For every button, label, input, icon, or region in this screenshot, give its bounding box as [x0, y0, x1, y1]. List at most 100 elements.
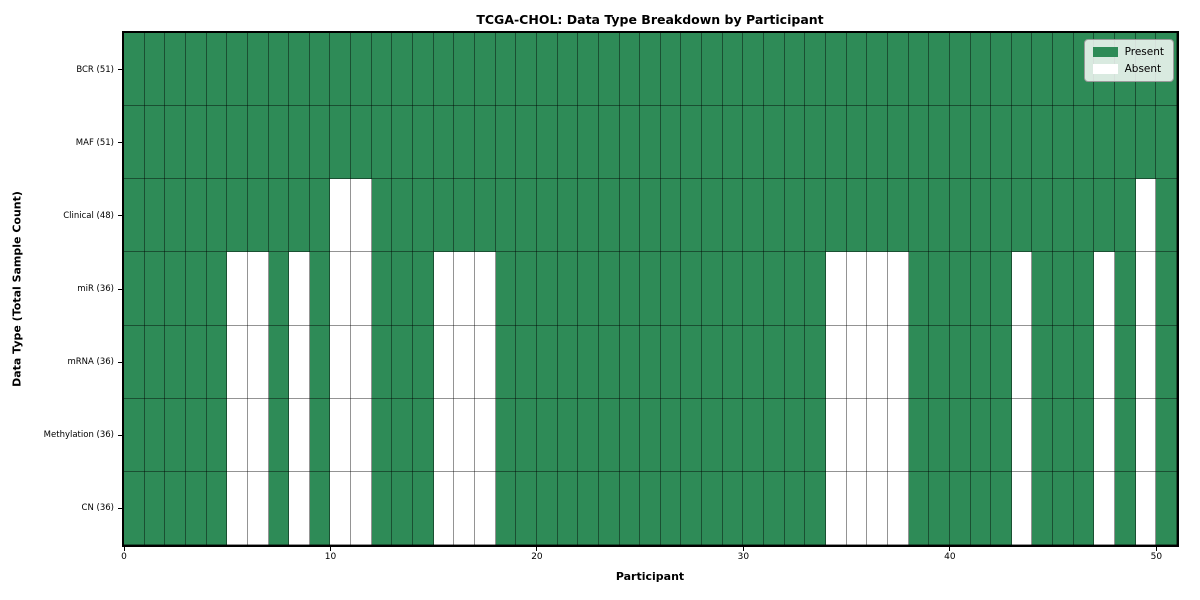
- heatmap-cell: [1094, 398, 1116, 472]
- heatmap-cell: [454, 33, 475, 107]
- heatmap-cell: [702, 179, 723, 253]
- heatmap-cell: [330, 471, 352, 545]
- heatmap-cell: [867, 179, 888, 253]
- heatmap-cell: [247, 106, 269, 180]
- heatmap-cell: [1135, 325, 1157, 399]
- heatmap-cell: [227, 325, 248, 399]
- heatmap-cell: [991, 33, 1012, 107]
- heatmap-cell: [289, 252, 310, 326]
- heatmap-cell: [124, 106, 145, 180]
- heatmap-cell: [805, 106, 826, 180]
- heatmap-cell: [1032, 398, 1054, 472]
- heatmap-cell: [640, 33, 661, 107]
- heatmap-cell: [887, 471, 909, 545]
- heatmap-cell: [309, 33, 331, 107]
- legend-label-present: Present: [1124, 46, 1164, 58]
- heatmap-cell: [743, 325, 765, 399]
- heatmap-cell: [743, 471, 765, 545]
- heatmap-cell: [268, 471, 290, 545]
- heatmap-cell: [846, 106, 868, 180]
- heatmap-cell: [970, 33, 992, 107]
- heatmap-cell: [330, 179, 352, 253]
- heatmap-cell: [474, 106, 496, 180]
- x-tick-label: 0: [121, 552, 127, 562]
- heatmap-cell: [165, 33, 186, 107]
- heatmap-cell: [805, 471, 826, 545]
- heatmap-cell: [516, 179, 537, 253]
- heatmap-cell: [846, 179, 868, 253]
- heatmap-cell: [681, 325, 703, 399]
- heatmap-cell: [185, 33, 207, 107]
- heatmap-cell: [392, 398, 414, 472]
- heatmap-cell: [516, 252, 537, 326]
- heatmap-cell: [227, 398, 248, 472]
- heatmap-cell: [247, 325, 269, 399]
- heatmap-cell: [578, 33, 599, 107]
- x-tick-mark: [949, 547, 951, 551]
- heatmap-cell: [846, 33, 868, 107]
- heatmap-cell: [413, 106, 434, 180]
- heatmap-cell: [268, 106, 290, 180]
- heatmap-cell: [1053, 325, 1074, 399]
- heatmap-cell: [392, 325, 414, 399]
- heatmap-cell: [805, 179, 826, 253]
- heatmap-cell: [330, 325, 352, 399]
- heatmap-cell: [474, 398, 496, 472]
- x-tick-label: 40: [944, 552, 956, 562]
- heatmap-cell: [124, 398, 145, 472]
- heatmap-cell: [949, 106, 971, 180]
- heatmap-cell: [454, 179, 475, 253]
- heatmap-cell: [722, 33, 744, 107]
- heatmap-cell: [805, 325, 826, 399]
- heatmap-cell: [825, 325, 847, 399]
- heatmap-cell: [206, 398, 228, 472]
- heatmap-cell: [206, 33, 228, 107]
- heatmap-cell: [887, 106, 909, 180]
- heatmap-cell: [619, 179, 641, 253]
- heatmap-cell: [784, 179, 806, 253]
- x-tick-mark: [536, 547, 538, 551]
- heatmap-cell: [371, 179, 393, 253]
- heatmap-cell: [743, 398, 765, 472]
- heatmap-cell: [1073, 106, 1095, 180]
- heatmap-cell: [681, 252, 703, 326]
- heatmap-cell: [619, 252, 641, 326]
- heatmap-cell: [330, 33, 352, 107]
- x-tick-mark: [123, 547, 125, 551]
- heatmap-cell: [454, 325, 475, 399]
- heatmap-cell: [433, 325, 455, 399]
- heatmap-cell: [991, 325, 1012, 399]
- heatmap-cell: [949, 179, 971, 253]
- heatmap-cell: [227, 179, 248, 253]
- heatmap-cell: [784, 106, 806, 180]
- heatmap-cell: [784, 325, 806, 399]
- heatmap-cell: [1011, 179, 1033, 253]
- heatmap-cell: [495, 252, 517, 326]
- heatmap-cell: [578, 398, 599, 472]
- heatmap-cell: [144, 325, 166, 399]
- heatmap-cell: [413, 252, 434, 326]
- heatmap-cell: [846, 471, 868, 545]
- heatmap-cell: [1135, 106, 1157, 180]
- heatmap-cell: [495, 471, 517, 545]
- heatmap-cell: [557, 325, 579, 399]
- heatmap-cell: [1032, 33, 1054, 107]
- heatmap-cell: [557, 106, 579, 180]
- heatmap-cell: [619, 398, 641, 472]
- heatmap-cell: [619, 471, 641, 545]
- heatmap-cell: [743, 33, 765, 107]
- heatmap-cell: [949, 252, 971, 326]
- heatmap-cell: [929, 471, 950, 545]
- heatmap-cell: [1032, 179, 1054, 253]
- heatmap-cell: [640, 179, 661, 253]
- heatmap-cell: [681, 398, 703, 472]
- heatmap-cell: [247, 33, 269, 107]
- heatmap-cell: [268, 179, 290, 253]
- heatmap-cell: [970, 106, 992, 180]
- heatmap-cell: [598, 106, 620, 180]
- heatmap-cell: [764, 33, 785, 107]
- heatmap-cell: [227, 106, 248, 180]
- heatmap-cell: [433, 471, 455, 545]
- y-tick-label: CN (36): [81, 503, 114, 514]
